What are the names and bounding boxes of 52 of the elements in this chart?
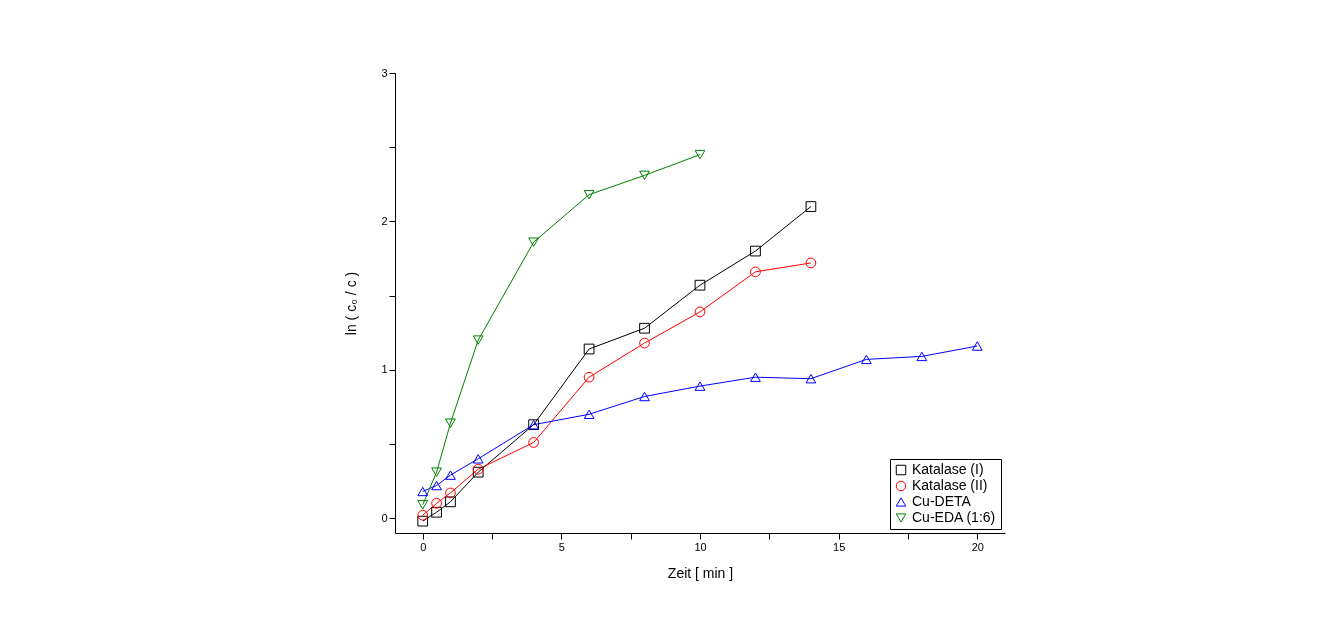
point <box>417 500 429 510</box>
point <box>583 189 595 200</box>
point <box>694 279 706 291</box>
point <box>417 486 429 497</box>
point <box>431 497 442 509</box>
point <box>417 509 429 521</box>
x-tick-label: 5 <box>558 540 565 553</box>
y-tick-label: 1 <box>381 363 388 376</box>
point <box>431 480 442 491</box>
legend-label: Katalase (II) <box>912 477 988 493</box>
point <box>639 170 650 181</box>
point <box>860 354 872 365</box>
point <box>417 515 429 527</box>
x-tick-label: 0 <box>420 540 427 553</box>
point <box>694 306 706 318</box>
point <box>694 149 706 160</box>
point <box>445 496 456 508</box>
point <box>750 245 761 257</box>
x-tick-label: 15 <box>833 540 846 553</box>
point <box>472 454 484 464</box>
y-tick-label: 2 <box>381 214 388 227</box>
point <box>750 372 761 382</box>
point <box>805 257 817 269</box>
y-axis-title: ln ( c₀ / c ) <box>343 271 360 336</box>
point <box>971 341 983 351</box>
x-tick-label: 10 <box>694 540 707 553</box>
point <box>805 373 817 384</box>
legend-label: Cu-DETA <box>912 493 972 509</box>
point <box>431 467 442 477</box>
point <box>583 371 595 383</box>
point <box>805 201 817 212</box>
point <box>639 322 650 334</box>
point <box>528 437 540 448</box>
point <box>445 470 456 480</box>
point <box>431 506 442 518</box>
point <box>639 337 650 349</box>
point <box>750 266 761 278</box>
y-tick-label: 3 <box>381 66 388 79</box>
point <box>916 351 928 362</box>
legend-label: Katalase (I) <box>912 461 984 477</box>
point <box>445 487 456 499</box>
legend-label: Cu-EDA (1:6) <box>912 509 996 525</box>
y-tick-label: 0 <box>381 511 388 524</box>
point <box>528 237 540 247</box>
point <box>445 418 456 428</box>
point <box>639 391 650 402</box>
x-tick-label: 20 <box>971 540 984 553</box>
point <box>583 409 595 420</box>
x-axis-title: Zeit [ min ] <box>667 564 734 581</box>
point <box>472 335 484 345</box>
point <box>583 343 595 355</box>
point <box>694 381 706 391</box>
